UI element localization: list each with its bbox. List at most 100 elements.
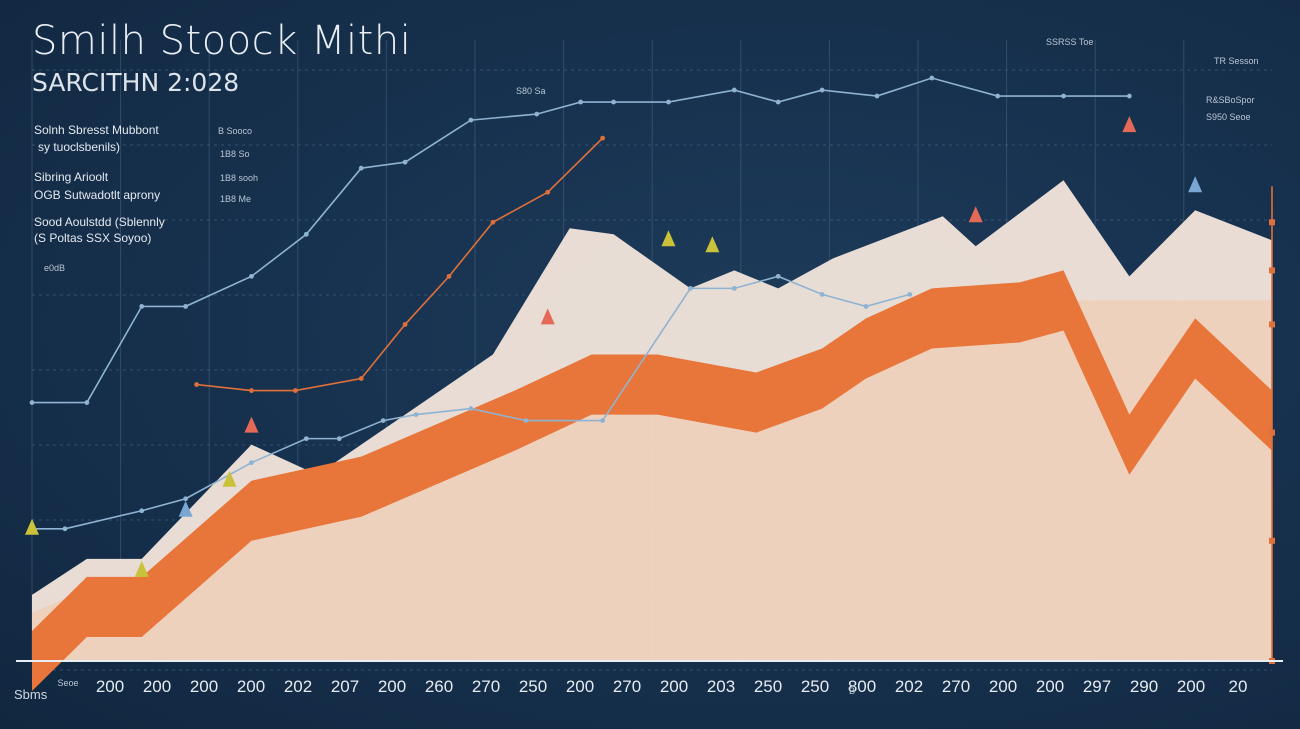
data-point	[731, 87, 737, 93]
x-axis-sublabel: B	[848, 686, 856, 696]
x-tick-label: 290	[1129, 677, 1159, 696]
data-point	[874, 93, 880, 99]
annotation-label: S80 Sa	[516, 86, 546, 96]
x-tick-label: 20	[1228, 677, 1248, 696]
data-point	[995, 93, 1001, 99]
x-tick-label: 200	[659, 677, 689, 696]
legend: Solnh Sbresst Mubbont B Sooco sy tuoclsb…	[32, 120, 282, 280]
x-tick-label: 207	[330, 677, 360, 696]
x-tick-label: 200	[189, 677, 219, 696]
data-point	[249, 273, 254, 279]
data-point	[468, 406, 474, 411]
triangle-marker	[244, 416, 259, 433]
x-tick-label: 200	[1035, 677, 1065, 696]
data-point	[1061, 93, 1066, 99]
data-point	[303, 436, 309, 442]
data-point	[775, 273, 781, 279]
legend-label: Solnh Sbresst Mubbont	[34, 123, 159, 137]
data-point	[249, 388, 254, 393]
chart-lines	[29, 75, 1275, 664]
x-tick-label: 200	[377, 677, 407, 696]
x-tick-label: 200	[1176, 677, 1206, 696]
x-tick-label: 203	[706, 677, 736, 696]
data-point	[523, 418, 529, 423]
triangle-marker	[1188, 176, 1203, 193]
area-band-series	[32, 270, 1272, 692]
data-point	[863, 304, 869, 309]
vertical-marker-point	[1269, 429, 1275, 436]
x-tick-label: 297	[1082, 677, 1112, 696]
data-point	[84, 400, 90, 405]
legend-label: (S Poltas SSX Soyoo)	[34, 231, 152, 245]
chart-areas	[32, 180, 1272, 692]
x-axis-sublabel: Seoe	[57, 678, 79, 688]
x-tick-label: 250	[800, 677, 830, 696]
data-point	[402, 322, 408, 327]
corner-label: Sbms	[14, 687, 48, 702]
data-point	[29, 400, 35, 405]
data-point	[194, 382, 200, 387]
x-tick-label: 200	[565, 677, 595, 696]
data-point	[929, 75, 935, 81]
triangle-marker	[222, 470, 237, 487]
data-point	[611, 99, 616, 105]
data-point	[490, 219, 496, 225]
data-point	[666, 99, 671, 105]
data-point	[600, 418, 606, 423]
x-tick-label: 200	[988, 677, 1018, 696]
data-point	[413, 412, 419, 417]
data-point	[731, 285, 737, 291]
x-tick-label: 200	[95, 677, 125, 696]
x-tick-label: 270	[471, 677, 501, 696]
triangle-marker	[134, 560, 149, 577]
legend-value: 1B8 Me	[220, 194, 252, 204]
data-point	[139, 508, 145, 514]
legend-value: 1B8 So	[220, 149, 250, 159]
data-point	[534, 111, 540, 117]
x-tick-label: 270	[941, 677, 971, 696]
vertical-marker-point	[1269, 321, 1275, 328]
x-tick-label: 202	[283, 677, 313, 696]
legend-label: Sood Aoulstdd (Sblennly	[34, 215, 165, 229]
data-point	[775, 99, 781, 105]
data-point	[358, 165, 364, 171]
legend-label: sy tuoclsbenils)	[38, 140, 121, 154]
data-point	[139, 304, 145, 309]
chart-subtitle: SARCITHN 2:028	[32, 68, 240, 97]
x-tick-label: 270	[612, 677, 642, 696]
chart-markers	[25, 116, 1203, 577]
data-point	[62, 526, 68, 532]
data-point	[380, 418, 386, 423]
x-tick-label: 200	[142, 677, 172, 696]
triangle-marker	[968, 206, 983, 223]
data-point	[358, 376, 364, 381]
triangle-marker	[661, 230, 676, 247]
data-point	[446, 273, 452, 279]
data-point	[819, 291, 825, 297]
data-point	[303, 231, 309, 237]
data-point	[249, 460, 254, 466]
vertical-marker-point	[1269, 267, 1275, 274]
vertical-marker-point	[1269, 219, 1275, 226]
data-point	[907, 291, 913, 297]
data-point	[1126, 93, 1132, 99]
legend-label: OGB Sutwadotlt aprony	[34, 188, 161, 202]
area-series	[32, 300, 1272, 661]
triangle-marker	[25, 518, 39, 535]
triangle-marker	[705, 236, 720, 253]
triangle-marker	[1122, 116, 1137, 133]
data-point	[402, 159, 408, 165]
data-point	[183, 304, 189, 309]
annotation-label: SSRSS Toe	[1046, 37, 1094, 47]
triangle-marker	[178, 500, 193, 517]
data-point	[468, 117, 474, 123]
data-point	[336, 436, 342, 442]
data-point	[183, 496, 189, 502]
chart-title: Smilh Stoock Mithi	[32, 18, 412, 64]
annotation-label: R&SBoSpor	[1206, 95, 1255, 105]
x-tick-label: 202	[894, 677, 924, 696]
x-tick-label: 200	[236, 677, 266, 696]
data-point	[545, 189, 551, 195]
legend-value: 1B8 sooh	[220, 173, 259, 183]
